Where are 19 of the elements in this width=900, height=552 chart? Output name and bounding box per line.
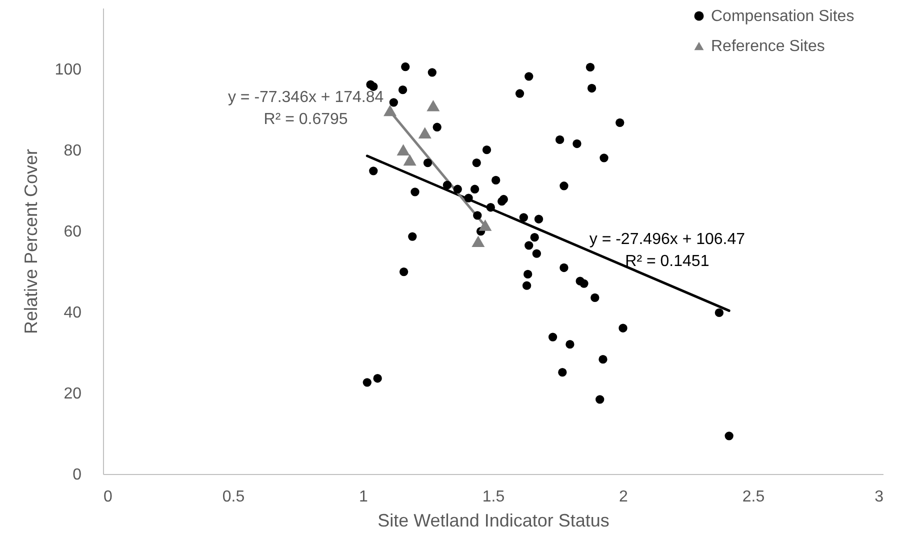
- x-tick-label: 1: [359, 488, 368, 506]
- y-tick-label: 80: [64, 142, 82, 160]
- legend-label: Compensation Sites: [711, 8, 854, 25]
- x-tick-label: 0: [104, 488, 112, 506]
- annotation: y = -27.496x + 106.47 R² = 0.1451: [589, 230, 746, 270]
- x-tick-label: 0.5: [222, 488, 245, 506]
- y-axis-title: Relative Percent Cover: [20, 148, 41, 334]
- x-tick-label: 2.5: [742, 488, 765, 506]
- y-tick-label: 100: [54, 61, 82, 78]
- y-tick-label: 40: [64, 304, 82, 322]
- y-tick-label: 60: [64, 223, 82, 240]
- x-axis-title: Site Wetland Indicator Status: [378, 510, 610, 530]
- x-tick-label: 2: [619, 488, 628, 506]
- x-tick-label: 1.5: [482, 488, 505, 506]
- y-tick-label: 20: [64, 385, 82, 402]
- x-tick-label: 3: [874, 488, 884, 506]
- y-tick-label: 0: [72, 466, 82, 484]
- annotation: y = -77.346x + 174.84 R² = 0.6795: [228, 89, 384, 128]
- legend-label: Reference Sites: [711, 38, 825, 55]
